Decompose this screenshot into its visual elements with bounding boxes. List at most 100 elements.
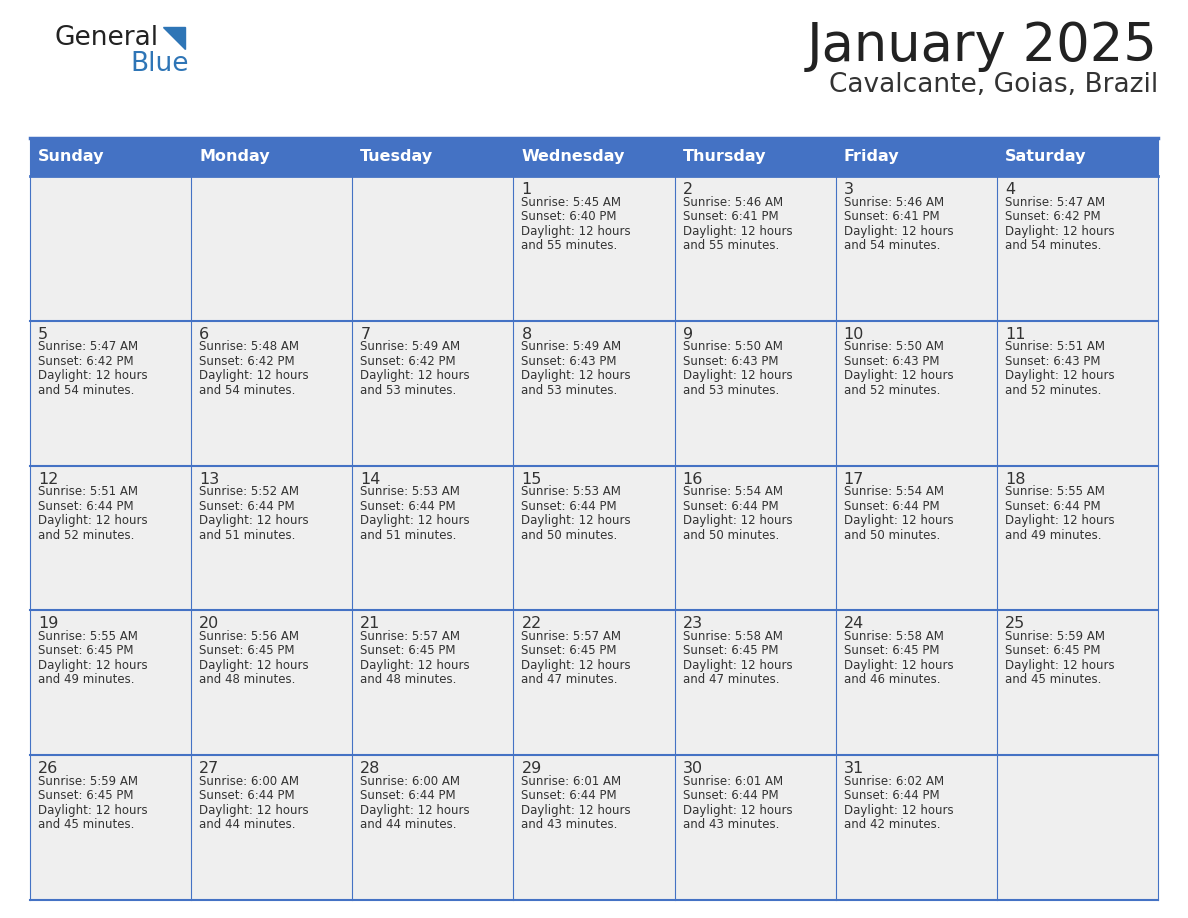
Text: Sunset: 6:45 PM: Sunset: 6:45 PM	[522, 644, 617, 657]
Text: Daylight: 12 hours: Daylight: 12 hours	[683, 225, 792, 238]
Text: Sunrise: 5:51 AM: Sunrise: 5:51 AM	[1005, 341, 1105, 353]
Text: Sunset: 6:44 PM: Sunset: 6:44 PM	[522, 789, 617, 802]
Text: Sunrise: 5:47 AM: Sunrise: 5:47 AM	[38, 341, 138, 353]
Text: Sunrise: 5:58 AM: Sunrise: 5:58 AM	[843, 630, 943, 643]
Bar	[835, 756, 997, 900]
Text: and 50 minutes.: and 50 minutes.	[522, 529, 618, 542]
Bar	[30, 610, 191, 756]
Text: Daylight: 12 hours: Daylight: 12 hours	[38, 514, 147, 527]
Text: 8: 8	[522, 327, 532, 341]
Text: Tuesday: Tuesday	[360, 150, 434, 164]
Text: Sunset: 6:43 PM: Sunset: 6:43 PM	[683, 354, 778, 368]
Text: 6: 6	[200, 327, 209, 341]
Bar	[191, 320, 353, 465]
Text: Sunset: 6:42 PM: Sunset: 6:42 PM	[200, 354, 295, 368]
Text: and 50 minutes.: and 50 minutes.	[683, 529, 779, 542]
Bar	[835, 465, 997, 610]
Bar	[513, 610, 675, 756]
Text: Sunset: 6:44 PM: Sunset: 6:44 PM	[683, 789, 778, 802]
Bar	[675, 320, 835, 465]
Text: and 42 minutes.: and 42 minutes.	[843, 818, 940, 831]
Text: Sunset: 6:43 PM: Sunset: 6:43 PM	[1005, 354, 1100, 368]
Text: 3: 3	[843, 182, 854, 197]
Text: and 54 minutes.: and 54 minutes.	[200, 384, 296, 397]
Text: Sunrise: 6:01 AM: Sunrise: 6:01 AM	[522, 775, 621, 788]
Text: Daylight: 12 hours: Daylight: 12 hours	[38, 659, 147, 672]
Text: and 53 minutes.: and 53 minutes.	[360, 384, 456, 397]
Text: and 45 minutes.: and 45 minutes.	[38, 818, 134, 831]
Text: 28: 28	[360, 761, 380, 777]
Text: 14: 14	[360, 472, 380, 487]
Text: Daylight: 12 hours: Daylight: 12 hours	[522, 659, 631, 672]
Text: Sunrise: 5:57 AM: Sunrise: 5:57 AM	[522, 630, 621, 643]
Text: Cavalcante, Goias, Brazil: Cavalcante, Goias, Brazil	[829, 72, 1158, 98]
Text: Thursday: Thursday	[683, 150, 766, 164]
Bar	[997, 138, 1158, 176]
Bar	[675, 610, 835, 756]
Text: Daylight: 12 hours: Daylight: 12 hours	[1005, 659, 1114, 672]
Text: Sunrise: 5:55 AM: Sunrise: 5:55 AM	[38, 630, 138, 643]
Text: and 54 minutes.: and 54 minutes.	[843, 239, 940, 252]
Text: 17: 17	[843, 472, 864, 487]
Bar	[353, 138, 513, 176]
Text: Wednesday: Wednesday	[522, 150, 625, 164]
Text: Daylight: 12 hours: Daylight: 12 hours	[843, 369, 953, 382]
Bar	[30, 138, 191, 176]
Bar	[191, 176, 353, 320]
Text: Sunrise: 6:00 AM: Sunrise: 6:00 AM	[200, 775, 299, 788]
Text: Daylight: 12 hours: Daylight: 12 hours	[1005, 225, 1114, 238]
Bar	[30, 320, 191, 465]
Text: Sunrise: 5:53 AM: Sunrise: 5:53 AM	[360, 485, 460, 498]
Bar	[353, 320, 513, 465]
Bar	[353, 176, 513, 320]
Text: Daylight: 12 hours: Daylight: 12 hours	[683, 514, 792, 527]
Text: Daylight: 12 hours: Daylight: 12 hours	[360, 369, 470, 382]
Text: Daylight: 12 hours: Daylight: 12 hours	[38, 369, 147, 382]
Text: Sunrise: 6:00 AM: Sunrise: 6:00 AM	[360, 775, 460, 788]
Text: and 55 minutes.: and 55 minutes.	[683, 239, 779, 252]
Text: Sunset: 6:45 PM: Sunset: 6:45 PM	[38, 789, 133, 802]
Bar	[513, 465, 675, 610]
Text: Sunrise: 5:59 AM: Sunrise: 5:59 AM	[38, 775, 138, 788]
Text: Sunset: 6:41 PM: Sunset: 6:41 PM	[683, 210, 778, 223]
Text: Sunrise: 5:50 AM: Sunrise: 5:50 AM	[683, 341, 783, 353]
Text: Sunset: 6:44 PM: Sunset: 6:44 PM	[522, 499, 617, 512]
Text: and 48 minutes.: and 48 minutes.	[200, 674, 296, 687]
Text: Daylight: 12 hours: Daylight: 12 hours	[1005, 369, 1114, 382]
Text: Daylight: 12 hours: Daylight: 12 hours	[522, 225, 631, 238]
Bar	[513, 138, 675, 176]
Text: 25: 25	[1005, 616, 1025, 632]
Bar	[513, 176, 675, 320]
Text: Blue: Blue	[129, 51, 189, 77]
Text: and 49 minutes.: and 49 minutes.	[38, 674, 134, 687]
Text: 18: 18	[1005, 472, 1025, 487]
Text: and 52 minutes.: and 52 minutes.	[1005, 384, 1101, 397]
Text: Daylight: 12 hours: Daylight: 12 hours	[683, 659, 792, 672]
Text: Sunrise: 6:02 AM: Sunrise: 6:02 AM	[843, 775, 943, 788]
Bar	[675, 138, 835, 176]
Text: Sunrise: 5:54 AM: Sunrise: 5:54 AM	[683, 485, 783, 498]
Text: 5: 5	[38, 327, 49, 341]
Text: Sunset: 6:45 PM: Sunset: 6:45 PM	[1005, 644, 1100, 657]
Text: 27: 27	[200, 761, 220, 777]
Text: and 48 minutes.: and 48 minutes.	[360, 674, 456, 687]
Text: 21: 21	[360, 616, 380, 632]
Text: Sunrise: 5:59 AM: Sunrise: 5:59 AM	[1005, 630, 1105, 643]
Bar	[30, 176, 191, 320]
Text: Sunset: 6:45 PM: Sunset: 6:45 PM	[360, 644, 456, 657]
Text: and 51 minutes.: and 51 minutes.	[200, 529, 296, 542]
Text: Daylight: 12 hours: Daylight: 12 hours	[200, 369, 309, 382]
Bar	[353, 465, 513, 610]
Text: 4: 4	[1005, 182, 1015, 197]
Text: and 52 minutes.: and 52 minutes.	[38, 529, 134, 542]
Text: Daylight: 12 hours: Daylight: 12 hours	[843, 803, 953, 817]
Text: 29: 29	[522, 761, 542, 777]
Text: 15: 15	[522, 472, 542, 487]
Text: Daylight: 12 hours: Daylight: 12 hours	[1005, 514, 1114, 527]
Text: Monday: Monday	[200, 150, 270, 164]
Text: Sunset: 6:44 PM: Sunset: 6:44 PM	[683, 499, 778, 512]
Bar	[353, 756, 513, 900]
Text: 30: 30	[683, 761, 702, 777]
Text: 13: 13	[200, 472, 220, 487]
Text: 26: 26	[38, 761, 58, 777]
